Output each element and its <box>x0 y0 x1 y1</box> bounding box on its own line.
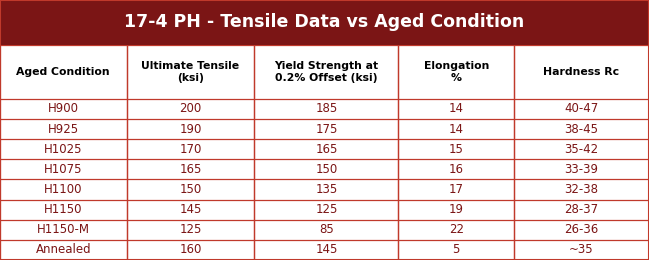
Text: 14: 14 <box>448 122 464 135</box>
Bar <box>514 139 649 159</box>
Text: 125: 125 <box>315 203 337 216</box>
Text: 19: 19 <box>448 203 464 216</box>
Bar <box>254 45 398 99</box>
Bar <box>254 159 398 179</box>
Text: 35-42: 35-42 <box>565 143 598 156</box>
Bar <box>398 159 514 179</box>
Text: 14: 14 <box>448 102 464 115</box>
Bar <box>514 45 649 99</box>
Bar <box>398 240 514 260</box>
Bar <box>398 179 514 200</box>
Bar <box>254 99 398 119</box>
Text: 165: 165 <box>315 143 337 156</box>
Text: 190: 190 <box>179 122 202 135</box>
Text: H1025: H1025 <box>44 143 82 156</box>
Bar <box>0 139 127 159</box>
Text: Aged Condition: Aged Condition <box>16 67 110 77</box>
Bar <box>398 119 514 139</box>
Text: H1150-M: H1150-M <box>37 223 90 236</box>
Bar <box>398 220 514 240</box>
Text: 135: 135 <box>315 183 337 196</box>
Text: 150: 150 <box>315 163 337 176</box>
Text: 175: 175 <box>315 122 337 135</box>
Bar <box>398 200 514 220</box>
Text: 17: 17 <box>448 183 464 196</box>
Text: Yield Strength at
0.2% Offset (ksi): Yield Strength at 0.2% Offset (ksi) <box>275 61 378 83</box>
Bar <box>254 119 398 139</box>
Bar <box>127 179 254 200</box>
Text: ~35: ~35 <box>569 243 594 256</box>
Bar <box>127 45 254 99</box>
Bar <box>0 240 127 260</box>
Bar <box>514 119 649 139</box>
Bar <box>127 240 254 260</box>
Text: H900: H900 <box>48 102 79 115</box>
Bar <box>127 119 254 139</box>
Text: Elongation
%: Elongation % <box>424 61 489 83</box>
Bar <box>0 119 127 139</box>
Text: 26-36: 26-36 <box>565 223 598 236</box>
Bar <box>0 159 127 179</box>
Bar <box>514 159 649 179</box>
Text: 170: 170 <box>179 143 202 156</box>
Bar <box>398 139 514 159</box>
Text: 17-4 PH - Tensile Data vs Aged Condition: 17-4 PH - Tensile Data vs Aged Condition <box>125 13 524 31</box>
Bar <box>254 220 398 240</box>
Text: H1150: H1150 <box>44 203 82 216</box>
Text: 145: 145 <box>179 203 202 216</box>
Text: 33-39: 33-39 <box>565 163 598 176</box>
Bar <box>127 159 254 179</box>
Bar <box>0 200 127 220</box>
Text: 40-47: 40-47 <box>565 102 598 115</box>
Text: Annealed: Annealed <box>36 243 91 256</box>
Text: 16: 16 <box>448 163 464 176</box>
Text: 125: 125 <box>179 223 202 236</box>
Text: 160: 160 <box>179 243 202 256</box>
Text: 165: 165 <box>179 163 202 176</box>
Bar <box>514 179 649 200</box>
Text: 150: 150 <box>179 183 202 196</box>
Bar <box>127 220 254 240</box>
Bar <box>514 240 649 260</box>
Text: 15: 15 <box>449 143 463 156</box>
Text: 28-37: 28-37 <box>565 203 598 216</box>
Text: 145: 145 <box>315 243 337 256</box>
Bar <box>0 45 127 99</box>
Bar <box>254 240 398 260</box>
Bar <box>514 220 649 240</box>
Text: H1100: H1100 <box>44 183 82 196</box>
Bar <box>514 99 649 119</box>
Text: 185: 185 <box>315 102 337 115</box>
Text: 85: 85 <box>319 223 334 236</box>
Text: 38-45: 38-45 <box>565 122 598 135</box>
Bar <box>254 179 398 200</box>
Bar <box>254 200 398 220</box>
Text: 200: 200 <box>179 102 202 115</box>
Text: Hardness Rc: Hardness Rc <box>543 67 620 77</box>
Bar <box>0 179 127 200</box>
Bar <box>398 99 514 119</box>
Text: 32-38: 32-38 <box>565 183 598 196</box>
Text: H925: H925 <box>48 122 79 135</box>
Bar <box>514 200 649 220</box>
Bar <box>127 99 254 119</box>
Bar <box>398 45 514 99</box>
Bar <box>0 220 127 240</box>
Text: 5: 5 <box>452 243 460 256</box>
Text: Ultimate Tensile
(ksi): Ultimate Tensile (ksi) <box>141 61 239 83</box>
Bar <box>254 139 398 159</box>
Bar <box>127 200 254 220</box>
Text: 22: 22 <box>448 223 464 236</box>
Bar <box>0 99 127 119</box>
Bar <box>127 139 254 159</box>
Text: H1075: H1075 <box>44 163 82 176</box>
